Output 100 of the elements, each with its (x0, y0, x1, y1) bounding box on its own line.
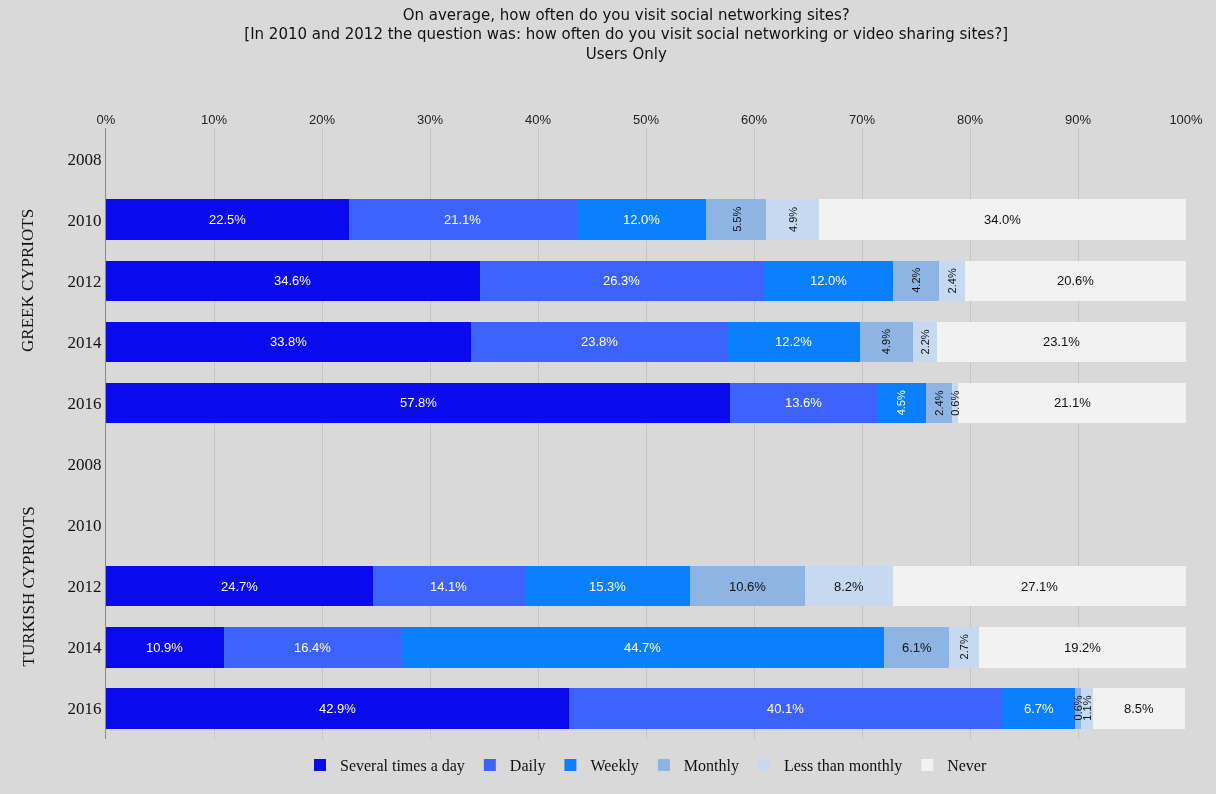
bar (949, 627, 979, 668)
x-tick-label: 100% (1169, 112, 1204, 128)
y-tick-label: 2008 (67, 149, 102, 169)
legend-label: Several times a day (340, 757, 465, 776)
x-tick-label: 50% (632, 112, 660, 128)
bar (765, 199, 819, 240)
bar (372, 566, 526, 607)
x-tick-label: 80% (956, 112, 984, 128)
data-label: 44.7% (624, 640, 662, 655)
y-tick-label: 2014 (67, 332, 103, 352)
data-label: 2.4% (932, 390, 945, 416)
data-label: 24.7% (221, 579, 259, 594)
bar (958, 382, 1186, 424)
legend-label: Never (947, 757, 987, 775)
bar (859, 321, 913, 363)
text: GREEK CYPRIOTS (18, 208, 38, 352)
x-tick-label: 90% (1064, 112, 1092, 128)
data-label: 34.6% (274, 273, 312, 288)
data-label: 33.8% (270, 334, 308, 349)
data-label: 57.8% (400, 395, 438, 410)
bar (223, 627, 401, 668)
y-tick-label: 2014 (67, 638, 103, 658)
bar (400, 627, 884, 668)
data-label: 27.1% (1021, 579, 1059, 594)
bar (1002, 688, 1075, 729)
data-label: 0.6% (1071, 695, 1084, 721)
bar (706, 199, 766, 240)
bar (818, 199, 1186, 240)
data-label: 22.5% (209, 212, 247, 227)
x-tick-label: 40% (524, 112, 552, 128)
bar (978, 627, 1186, 668)
chart-subtitle: Users Only (585, 44, 667, 63)
data-label: 4.9% (880, 328, 893, 355)
bar (936, 321, 1186, 363)
data-label: 12.0% (623, 212, 661, 227)
data-label: 26.3% (603, 273, 641, 288)
data-label: 13.6% (785, 395, 823, 410)
data-label: 4.9% (786, 206, 799, 232)
text: TURKISH CYPRIOTS (18, 506, 38, 667)
data-label: 42.9% (319, 701, 357, 716)
data-label: 21.1% (444, 212, 482, 227)
bar (106, 627, 224, 668)
y-tick-label: 2010 (67, 210, 102, 230)
data-label: 10.6% (729, 579, 767, 594)
bar (1093, 688, 1185, 729)
data-label: 34.0% (984, 212, 1022, 227)
y-tick-label: 2012 (67, 271, 102, 291)
data-label: 16.4% (294, 640, 332, 655)
data-label: 2.4% (945, 268, 958, 294)
data-label: 23.8% (581, 334, 619, 349)
bar (964, 260, 1186, 301)
bar (883, 627, 950, 668)
x-tick-label: 0% (96, 112, 116, 128)
data-label: 12.2% (775, 334, 813, 349)
bar (569, 688, 1003, 729)
bar (893, 566, 1186, 607)
x-tick-label: 10% (200, 112, 228, 128)
data-label: 4.5% (895, 390, 908, 416)
data-label: 6.7% (1024, 701, 1055, 716)
data-label: 10.9% (146, 640, 184, 655)
bar (479, 260, 764, 301)
bar (106, 199, 349, 240)
legend-label: Daily (509, 757, 546, 776)
x-tick-label: 60% (740, 112, 768, 128)
bar (106, 260, 480, 301)
data-label: 20.6% (1057, 273, 1095, 288)
bar (763, 260, 894, 301)
data-label: 12.0% (810, 273, 848, 288)
data-label: 8.2% (834, 579, 865, 594)
bar (106, 688, 570, 729)
x-tick-label: 20% (308, 112, 336, 128)
x-tick-label: 30% (416, 112, 444, 128)
bar (877, 382, 926, 424)
data-label: 8.5% (1124, 701, 1155, 716)
y-tick-label: 2008 (67, 455, 102, 474)
bar (728, 321, 860, 363)
y-tick-label: 2016 (67, 699, 102, 719)
legend-label: Less than monthly (783, 757, 903, 776)
bar (106, 382, 731, 424)
data-label: 19.2% (1064, 640, 1102, 655)
bar (471, 321, 729, 363)
data-label: 2.7% (957, 634, 970, 660)
bar (525, 566, 691, 607)
data-label: 0.6% (948, 390, 961, 416)
bar (730, 382, 878, 424)
data-label: 15.3% (589, 579, 627, 594)
y-tick-label: 2010 (67, 516, 102, 536)
data-label: 14.1% (430, 579, 468, 594)
bar (690, 566, 805, 607)
data-label: 2.2% (918, 329, 931, 355)
bar (804, 566, 894, 607)
chart-title: On average, how often do you visit social networking sites? [In 2010 and 2012 the question was: how often do you visit social networking or video sharing sites?] (244, 5, 1009, 44)
legend-label: Weekly (590, 757, 639, 776)
data-label: 5.5% (730, 206, 743, 232)
bar (106, 321, 472, 363)
bar (106, 566, 373, 607)
data-label: 21.1% (1054, 395, 1092, 410)
y-tick-label: 2012 (67, 577, 102, 597)
data-label: 40.1% (767, 701, 805, 716)
bar (893, 260, 939, 301)
